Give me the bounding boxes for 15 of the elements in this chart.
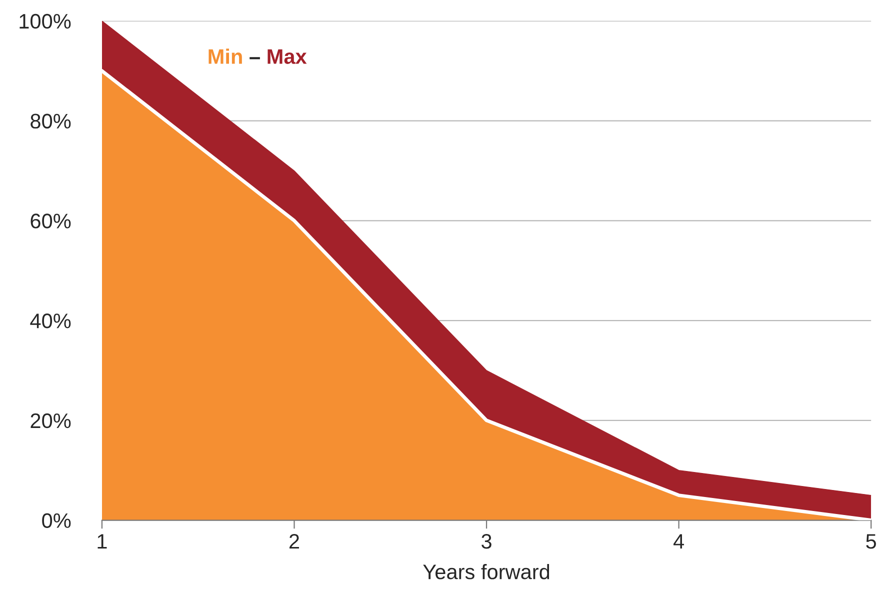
x-tick-label: 3 — [482, 534, 492, 549]
y-tick-label: 80% — [30, 114, 71, 129]
x-tick-label: 4 — [673, 534, 684, 549]
annotation: – — [250, 57, 260, 60]
x-axis-title: Years forward — [423, 564, 550, 580]
x-tick-label: 5 — [866, 534, 876, 549]
x-tick-label: 2 — [290, 534, 299, 549]
y-tick-label: 100% — [20, 14, 71, 29]
y-tick-label: 60% — [30, 214, 71, 228]
y-tick-label: 40% — [30, 314, 71, 328]
x-tick-label: 1 — [98, 534, 107, 549]
y-tick-label: 0% — [42, 513, 71, 528]
y-tick-label: 20% — [30, 413, 71, 428]
text: Max — [268, 49, 307, 64]
text: Min — [208, 48, 242, 64]
